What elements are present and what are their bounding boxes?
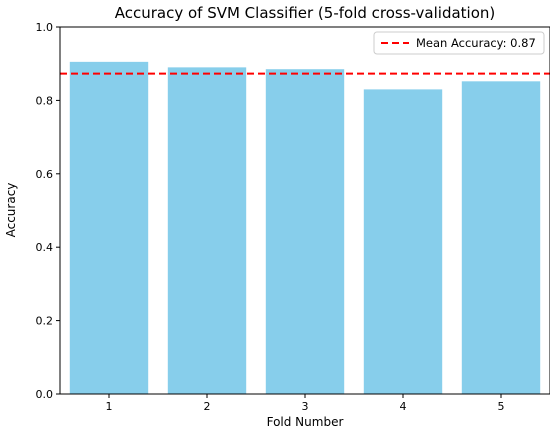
plot-frame — [59, 26, 550, 395]
x-axis-ticks: 1 2 3 4 5 — [106, 394, 505, 413]
y-tick-label: 1.0 — [36, 21, 54, 34]
y-tick-label: 0.2 — [36, 315, 54, 328]
chart-title: Accuracy of SVM Classifier (5-fold cross… — [115, 4, 496, 22]
legend-box — [373, 31, 545, 55]
bar-fold-4 — [363, 89, 443, 394]
bar-fold-5 — [461, 81, 541, 394]
legend: Mean Accuracy: 0.87 — [373, 31, 545, 55]
x-tick-label: 2 — [204, 400, 211, 413]
bars — [69, 61, 541, 395]
y-tick-label: 0.6 — [36, 168, 54, 181]
bar-fold-1 — [69, 61, 149, 395]
x-axis-label: Fold Number — [267, 415, 344, 429]
x-tick-label: 5 — [498, 400, 505, 413]
y-tick-label: 0.4 — [36, 241, 54, 254]
y-axis-ticks: 0.0 0.2 0.4 0.6 0.8 1.0 — [36, 21, 60, 401]
x-tick-label: 1 — [106, 400, 113, 413]
bar-fold-2 — [167, 67, 247, 395]
y-tick-label: 0.0 — [36, 388, 54, 401]
x-tick-label: 4 — [400, 400, 407, 413]
legend-label: Mean Accuracy: 0.87 — [416, 36, 536, 50]
y-axis-label: Accuracy — [4, 183, 18, 238]
bar-fold-3 — [265, 69, 345, 394]
x-tick-label: 3 — [302, 400, 309, 413]
y-tick-label: 0.8 — [36, 94, 54, 107]
